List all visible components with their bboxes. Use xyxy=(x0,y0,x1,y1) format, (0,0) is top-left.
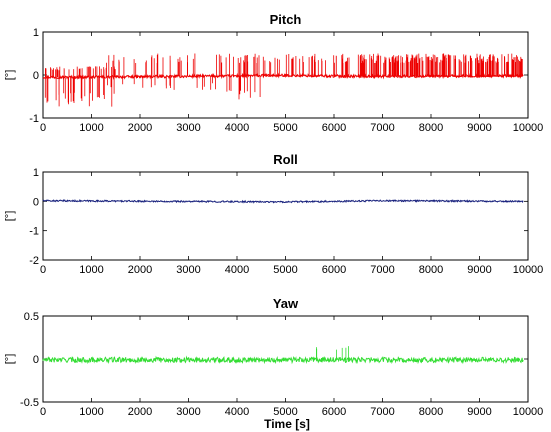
x-tick-label: 6000 xyxy=(322,122,346,134)
y-tick-label: 0 xyxy=(33,70,39,82)
plot-title: Roll xyxy=(273,152,298,167)
x-tick-label: 7000 xyxy=(370,122,394,134)
x-tick-label: 6000 xyxy=(322,406,346,418)
x-tick-label: 7000 xyxy=(370,406,394,418)
x-tick-label: 4000 xyxy=(225,264,249,276)
x-tick-label: 5000 xyxy=(273,406,297,418)
subplot-container: Pitch[°]0 1000 2000 3000 4000 5000 6000 7000 800… xyxy=(4,12,543,418)
subplot-roll: Roll [°] 0 1000 2000 3000 4000 5000 6000 7000 8000… xyxy=(4,152,543,276)
y-tick-label: -1 xyxy=(29,113,39,125)
x-tick-label: 3000 xyxy=(176,122,200,134)
subplot-pitch: Pitch [°] 0 1000 2000 3000 4000 5000 6000 7000 800… xyxy=(4,12,543,134)
x-tick-label: 8000 xyxy=(419,264,443,276)
x-tick-label: 2000 xyxy=(128,406,152,418)
y-tick-label: 0.5 xyxy=(24,311,39,323)
x-tick-label: 4000 xyxy=(225,406,249,418)
x-tick-label: 7000 xyxy=(370,264,394,276)
y-axis-label: [°] xyxy=(4,354,16,365)
x-tick-label: 9000 xyxy=(467,406,491,418)
x-tick-label: 9000 xyxy=(467,122,491,134)
y-tick-label: 0 xyxy=(33,196,39,208)
x-tick-label: 2000 xyxy=(128,264,152,276)
x-tick-label: 10000 xyxy=(513,406,544,418)
series-spikes xyxy=(44,53,523,107)
x-tick-label: 2000 xyxy=(128,122,152,134)
x-tick-label: 5000 xyxy=(273,264,297,276)
x-tick-label: 8000 xyxy=(419,122,443,134)
y-tick-label: 1 xyxy=(33,167,39,179)
y-axis-label: [°] xyxy=(4,211,16,222)
x-tick-label: 5000 xyxy=(273,122,297,134)
x-tick-label: 8000 xyxy=(419,406,443,418)
y-tick-label: -0.5 xyxy=(20,397,39,409)
y-tick-label: 0 xyxy=(33,354,39,366)
series-line xyxy=(42,198,524,204)
plot-title: Pitch xyxy=(270,12,302,27)
y-tick-label: -2 xyxy=(29,255,39,267)
x-tick-label: 3000 xyxy=(176,406,200,418)
x-tick-label: 1000 xyxy=(79,406,103,418)
x-tick-label: 9000 xyxy=(467,264,491,276)
y-axis-label: [°] xyxy=(4,70,16,81)
x-tick-label: 10000 xyxy=(513,264,544,276)
plot-area xyxy=(42,171,529,261)
x-tick-label: 6000 xyxy=(322,264,346,276)
x-axis-label: Time [s] xyxy=(264,417,310,431)
x-tick-label: 10000 xyxy=(513,122,544,134)
plot-title: Yaw xyxy=(273,296,299,311)
y-tick-label: -1 xyxy=(29,226,39,238)
subplot-yaw: Yaw [°] 0 1000 2000 3000 4000 5000 6000 7000 8000 9… xyxy=(4,296,543,418)
x-tick-label: 0 xyxy=(40,406,46,418)
series-line xyxy=(42,355,524,365)
x-tick-label: 1000 xyxy=(79,264,103,276)
series-spikes xyxy=(308,346,357,361)
x-tick-label: 0 xyxy=(40,264,46,276)
y-tick-label: 1 xyxy=(33,27,39,39)
x-tick-label: 4000 xyxy=(225,122,249,134)
x-tick-label: 0 xyxy=(40,122,46,134)
x-tick-label: 3000 xyxy=(176,264,200,276)
x-tick-label: 1000 xyxy=(79,122,103,134)
